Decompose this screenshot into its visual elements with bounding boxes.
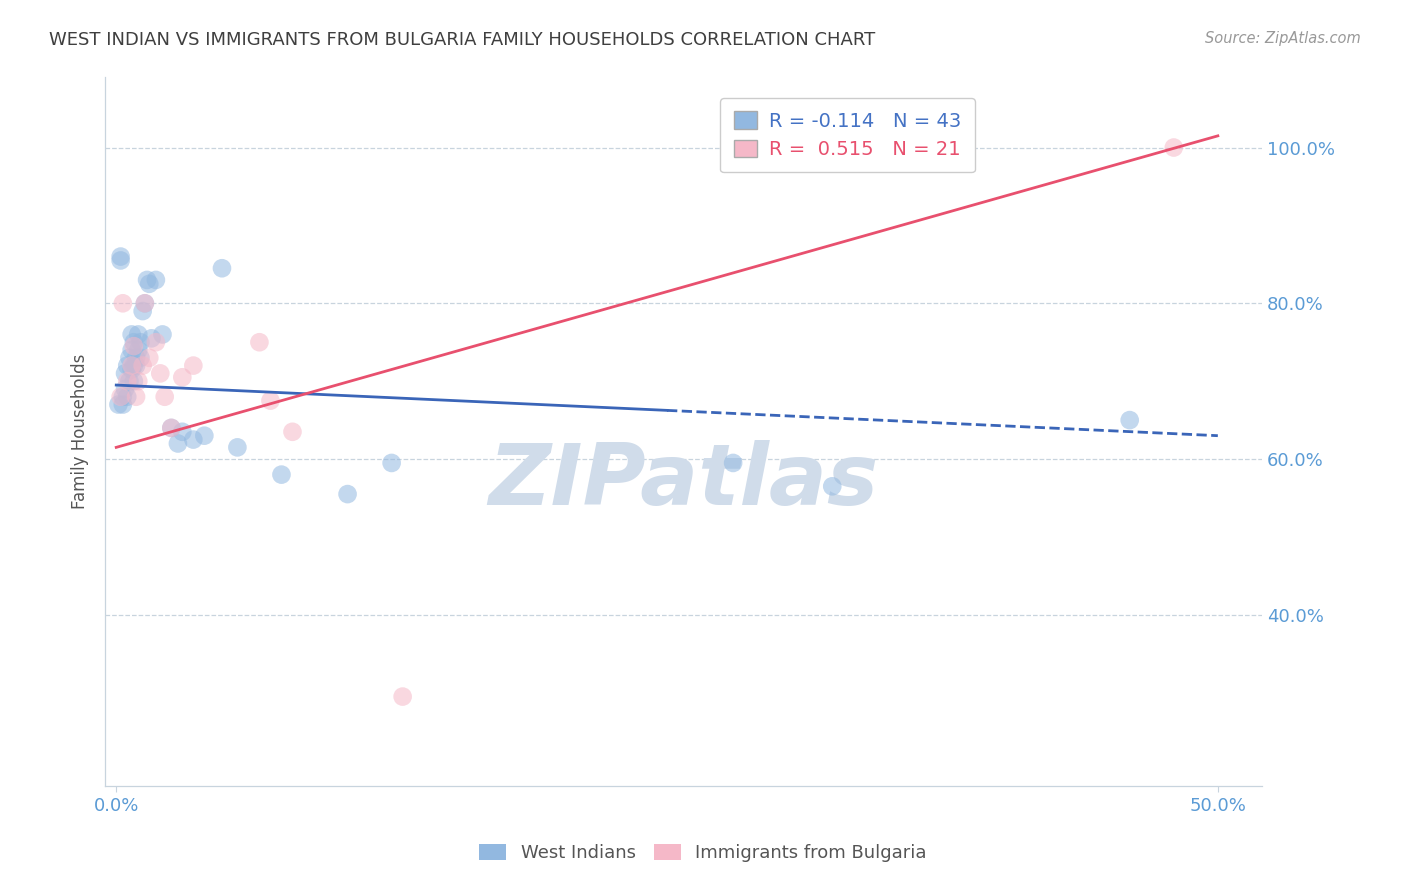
Point: [117, 359, 139, 373]
Point: [149, 367, 172, 381]
Point: [114, 382, 136, 396]
Point: [1118, 413, 1140, 427]
Point: [134, 296, 156, 310]
Point: [127, 327, 149, 342]
Point: [110, 250, 132, 264]
Point: [336, 487, 359, 501]
Text: WEST INDIAN VS IMMIGRANTS FROM BULGARIA FAMILY HOUSEHOLDS CORRELATION CHART: WEST INDIAN VS IMMIGRANTS FROM BULGARIA …: [49, 31, 876, 49]
Point: [118, 374, 141, 388]
Point: [117, 374, 139, 388]
Point: [122, 359, 145, 373]
Point: [211, 261, 233, 276]
Point: [270, 467, 292, 482]
Point: [391, 690, 413, 704]
Point: [167, 436, 190, 450]
Point: [117, 390, 139, 404]
Point: [136, 273, 159, 287]
Point: [145, 335, 167, 350]
Point: [111, 390, 134, 404]
Point: [381, 456, 404, 470]
Point: [114, 367, 136, 381]
Point: [122, 339, 145, 353]
Point: [121, 362, 143, 376]
Point: [125, 359, 148, 373]
Text: ZIPatlas: ZIPatlas: [488, 440, 879, 523]
Point: [160, 421, 183, 435]
Point: [721, 456, 744, 470]
Point: [110, 253, 132, 268]
Point: [249, 335, 271, 350]
Point: [111, 296, 134, 310]
Point: [122, 374, 145, 388]
Point: [226, 441, 249, 455]
Point: [121, 343, 143, 357]
Text: Source: ZipAtlas.com: Source: ZipAtlas.com: [1205, 31, 1361, 46]
Point: [110, 390, 132, 404]
Point: [183, 359, 205, 373]
Point: [193, 428, 215, 442]
Point: [127, 374, 149, 388]
Point: [172, 425, 194, 439]
Point: [125, 390, 148, 404]
Point: [821, 479, 844, 493]
Point: [121, 359, 143, 373]
Point: [134, 296, 156, 310]
Point: [129, 351, 152, 365]
Legend: R = -0.114   N = 43, R =  0.515   N = 21: R = -0.114 N = 43, R = 0.515 N = 21: [720, 98, 974, 172]
Point: [107, 398, 129, 412]
Point: [111, 398, 134, 412]
Point: [172, 370, 194, 384]
Legend: West Indians, Immigrants from Bulgaria: West Indians, Immigrants from Bulgaria: [472, 837, 934, 870]
Point: [122, 335, 145, 350]
Point: [153, 390, 176, 404]
Point: [118, 351, 141, 365]
Point: [138, 277, 160, 291]
Y-axis label: Family Households: Family Households: [72, 354, 89, 509]
Point: [125, 351, 148, 365]
Point: [141, 331, 163, 345]
Point: [1163, 140, 1185, 154]
Point: [131, 304, 153, 318]
Point: [160, 421, 183, 435]
Point: [145, 273, 167, 287]
Point: [138, 351, 160, 365]
Point: [131, 359, 153, 373]
Point: [129, 335, 152, 350]
Point: [259, 393, 281, 408]
Point: [281, 425, 304, 439]
Point: [183, 433, 205, 447]
Point: [127, 343, 149, 357]
Point: [121, 327, 143, 342]
Point: [152, 327, 174, 342]
